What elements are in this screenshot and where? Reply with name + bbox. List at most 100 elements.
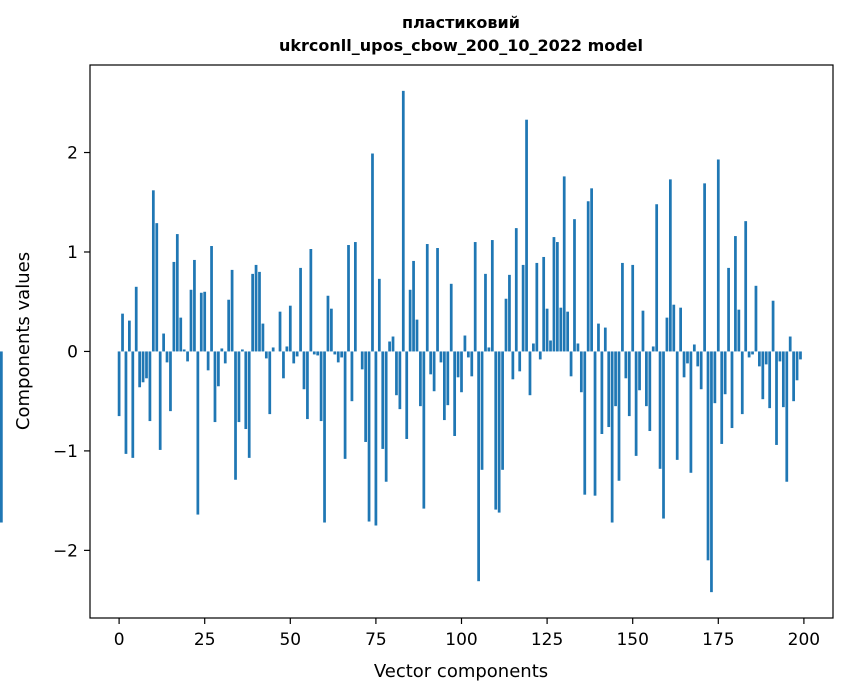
bar xyxy=(734,236,737,352)
bar xyxy=(446,351,450,406)
bar xyxy=(710,351,713,593)
bar xyxy=(494,351,498,510)
bar xyxy=(148,351,152,422)
bar xyxy=(487,347,491,352)
x-axis-label: Vector components xyxy=(374,661,548,682)
bar xyxy=(343,351,347,459)
bar xyxy=(408,289,412,352)
x-tick-label: 100 xyxy=(445,630,477,650)
bar xyxy=(727,267,730,352)
bar xyxy=(576,343,580,352)
bar xyxy=(788,336,792,352)
bar xyxy=(552,237,556,352)
bar xyxy=(603,327,607,352)
bar xyxy=(689,351,693,473)
y-axis-label: Components values xyxy=(13,252,34,430)
bar xyxy=(484,273,487,352)
bar xyxy=(247,351,251,458)
bar xyxy=(668,179,672,352)
bar xyxy=(573,219,576,352)
bar xyxy=(621,262,624,352)
bar xyxy=(261,323,265,352)
bar xyxy=(254,264,258,352)
bar xyxy=(336,351,340,363)
bar xyxy=(182,349,186,352)
bar xyxy=(600,351,604,434)
bar xyxy=(545,308,549,352)
bar xyxy=(282,351,285,379)
bar xyxy=(716,159,720,352)
bar xyxy=(398,351,402,410)
bar xyxy=(401,90,405,352)
bar xyxy=(395,351,398,396)
bar xyxy=(306,351,309,420)
bar xyxy=(785,351,789,482)
bar xyxy=(121,313,124,352)
x-tick-label: 150 xyxy=(616,630,648,650)
bar xyxy=(631,264,635,352)
bar xyxy=(768,351,772,409)
bar xyxy=(364,351,367,442)
bar xyxy=(675,351,679,460)
bar xyxy=(241,349,244,352)
bar xyxy=(754,285,758,352)
bar xyxy=(490,240,494,352)
bar xyxy=(169,351,172,412)
bar xyxy=(220,348,224,352)
bar xyxy=(781,351,785,408)
chart-title: пластиковий xyxy=(402,13,520,32)
bar xyxy=(210,246,213,352)
bar xyxy=(326,295,330,352)
bar xyxy=(206,351,210,371)
bar xyxy=(316,351,320,356)
bar xyxy=(271,347,275,352)
y-tick-label: 2 xyxy=(67,144,78,164)
bar xyxy=(309,249,313,352)
bar xyxy=(278,311,282,352)
bar xyxy=(340,351,344,358)
bar xyxy=(227,299,231,352)
bar xyxy=(288,305,292,352)
bar xyxy=(747,351,751,358)
bar xyxy=(151,190,155,352)
bar xyxy=(737,309,741,352)
bar xyxy=(374,351,378,526)
bar xyxy=(155,223,159,352)
bar xyxy=(353,242,357,352)
bar xyxy=(730,351,734,429)
bar xyxy=(528,351,532,396)
bar xyxy=(480,351,484,470)
bar xyxy=(751,351,754,355)
x-tick-label: 200 xyxy=(788,630,820,650)
bar xyxy=(128,320,131,352)
bar xyxy=(511,351,515,380)
bar xyxy=(0,351,3,523)
bar xyxy=(460,351,463,393)
x-axis-ticks: 0 25 50 75 100 125 150 175 200 xyxy=(114,618,820,650)
x-tick-label: 25 xyxy=(194,630,216,650)
bar xyxy=(696,351,700,367)
bar xyxy=(124,351,128,454)
bar xyxy=(186,351,189,362)
bar xyxy=(740,351,744,415)
bar xyxy=(686,351,689,364)
bar xyxy=(655,204,659,352)
bar xyxy=(771,300,775,352)
bar xyxy=(371,153,374,352)
bar xyxy=(532,343,535,352)
bar xyxy=(456,351,460,378)
bar xyxy=(473,242,477,352)
bar xyxy=(470,351,474,377)
bar xyxy=(607,351,611,428)
bar xyxy=(230,269,234,352)
bar xyxy=(662,351,665,519)
bar xyxy=(299,267,302,352)
bar xyxy=(624,351,628,379)
bar xyxy=(758,351,761,367)
bar xyxy=(778,351,782,362)
bar xyxy=(217,351,220,387)
bar xyxy=(425,244,429,352)
bar xyxy=(723,351,727,395)
bar xyxy=(627,351,631,417)
